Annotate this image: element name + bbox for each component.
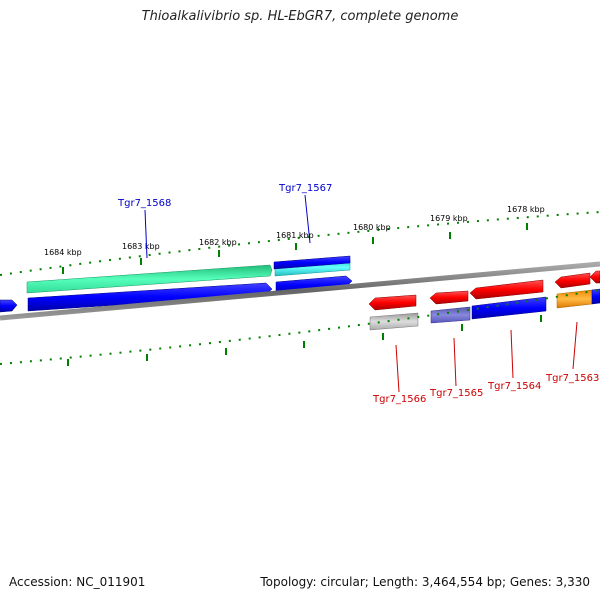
gene-label: Tgr7_1568	[117, 198, 171, 209]
scale-label: 1678 kbp	[507, 205, 545, 214]
gene-feature-teal	[26, 264, 273, 294]
scale-labels: 1684 kbp 1683 kbp 1682 kbp 1681 kbp 1680…	[44, 205, 545, 257]
gene-cds-red	[368, 294, 417, 311]
gene-cds-blue-edge	[591, 288, 600, 305]
scale-label: 1682 kbp	[199, 238, 237, 247]
gene-feature-grey	[369, 312, 419, 331]
gene-cds-red	[469, 279, 544, 300]
gene-label: Tgr7_1567	[278, 183, 332, 194]
label-leaders	[144, 194, 578, 393]
gene-cds-blue	[471, 296, 547, 320]
inner-scale-ring	[0, 289, 600, 366]
gene-label: Tgr7_1564	[487, 381, 541, 392]
scale-label: 1684 kbp	[44, 248, 82, 257]
gene-label: Tgr7_1565	[429, 388, 483, 399]
scale-label: 1680 kbp	[353, 223, 391, 232]
scale-label: 1683 kbp	[122, 242, 160, 251]
outer-scale-ring	[0, 211, 600, 276]
gene-label: Tgr7_1563	[545, 373, 599, 384]
accession-text: Accession: NC_011901	[9, 575, 146, 589]
gene-cds-red	[429, 290, 469, 305]
gene-feature-blue	[273, 255, 351, 270]
gene-labels: Tgr7_1568 Tgr7_1567 Tgr7_1566 Tgr7_1565 …	[117, 183, 599, 405]
scale-label: 1681 kbp	[276, 231, 314, 240]
scale-label: 1679 kbp	[430, 214, 468, 223]
gene-cds-blue-edge	[0, 299, 18, 313]
genome-backbone	[0, 261, 600, 321]
gene-label: Tgr7_1566	[372, 394, 426, 405]
gene-feature-purple	[430, 306, 471, 324]
forward-features	[0, 255, 353, 313]
gene-cds-red-edge	[589, 270, 600, 284]
map-title: Thioalkalivibrio sp. HL-EbGR7, complete …	[141, 9, 459, 24]
gene-cds-red	[554, 272, 591, 289]
reverse-features	[368, 270, 600, 331]
genome-summary-text: Topology: circular; Length: 3,464,554 bp…	[260, 575, 590, 589]
